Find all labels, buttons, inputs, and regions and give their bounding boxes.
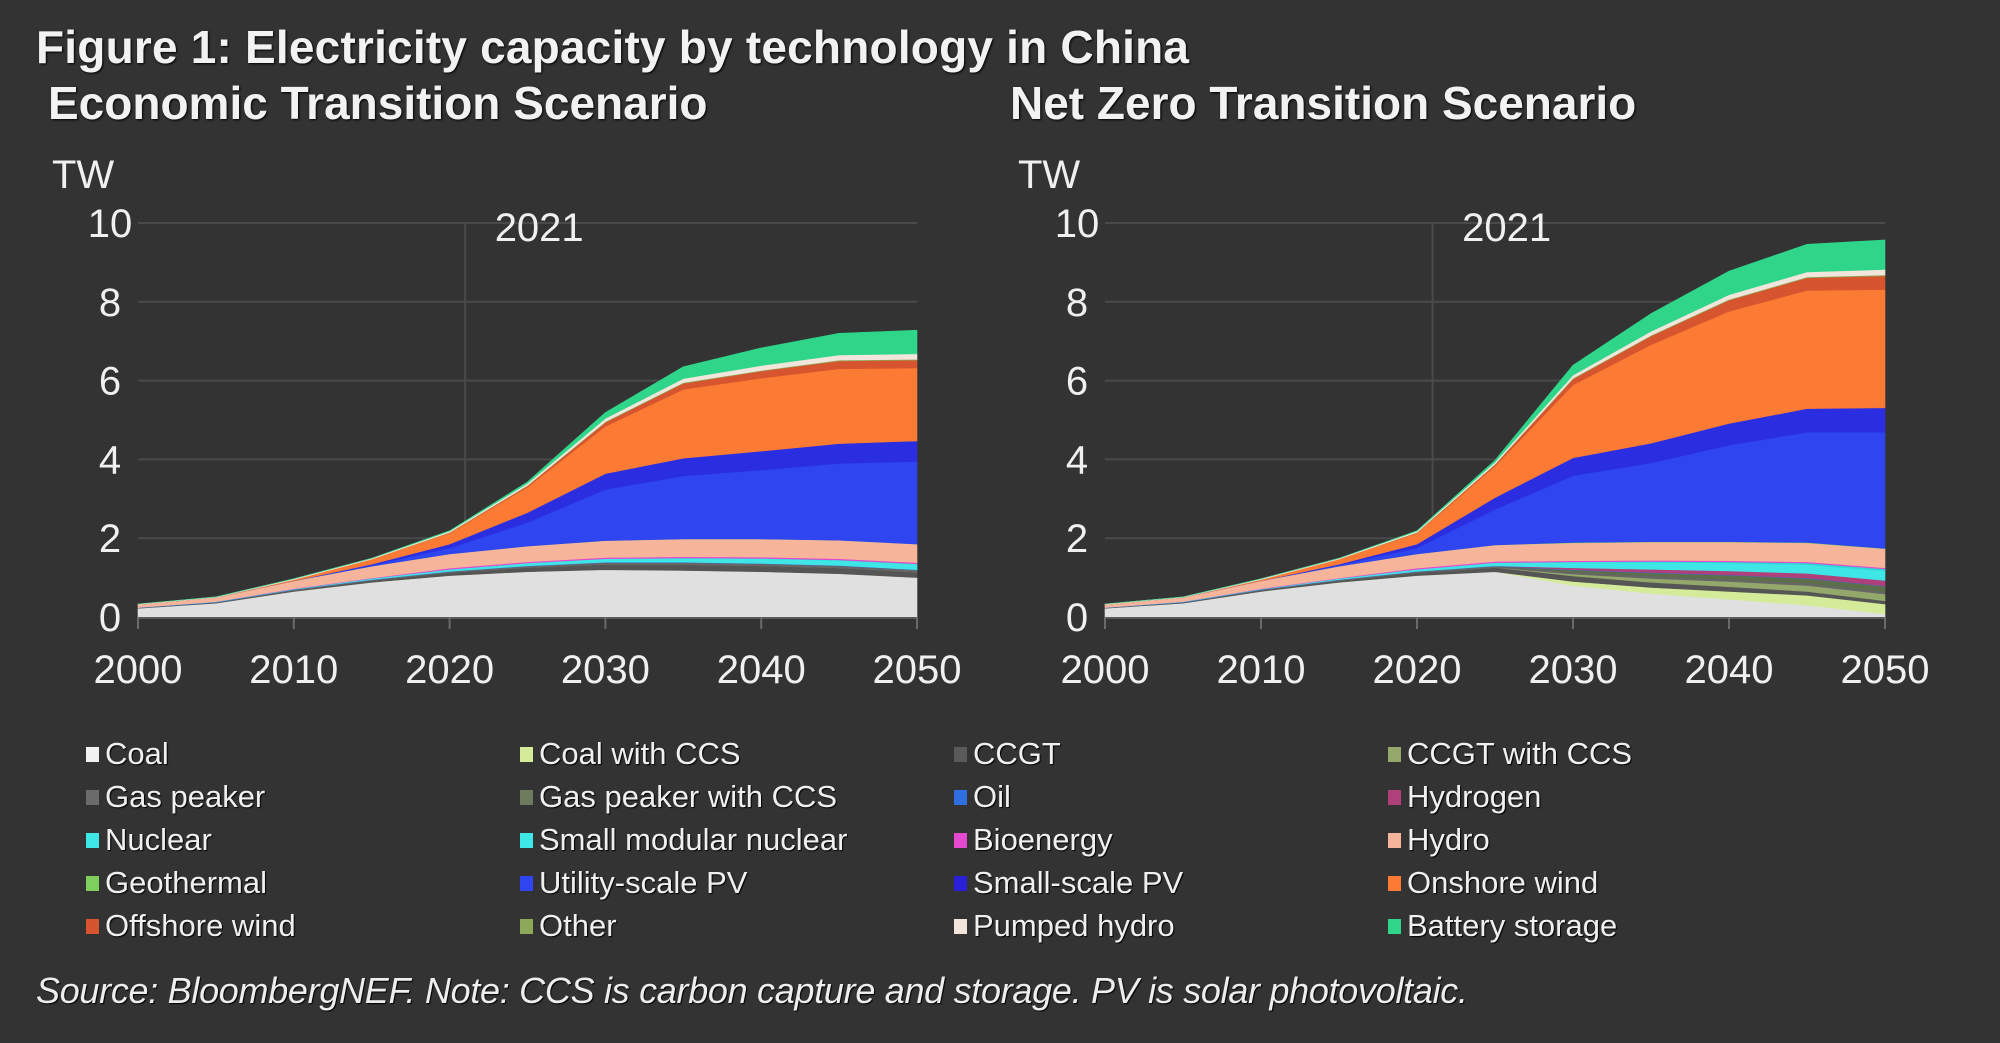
legend-swatch-icon (954, 875, 967, 891)
figure-title: Figure 1: Electricity capacity by techno… (36, 21, 1190, 73)
x-tick-label: 2020 (1373, 648, 1462, 692)
y-tick-label: 10 (88, 202, 133, 246)
y-tick-label: 8 (1066, 281, 1088, 325)
legend-swatch-icon (520, 832, 533, 848)
legend-swatch-icon (86, 789, 99, 805)
legend-item: Offshore wind (86, 908, 296, 944)
y-tick-label: 0 (99, 596, 121, 640)
legend-item: Hydrogen (1388, 779, 1541, 815)
legend-swatch-icon (1388, 832, 1401, 848)
legend-swatch-icon (520, 746, 533, 762)
y-tick-label: 2 (99, 517, 121, 561)
y-tick-label: 4 (1066, 438, 1088, 482)
y-tick-label: 0 (1066, 596, 1088, 640)
x-tick-label: 2030 (561, 648, 650, 692)
legend-label: Hydrogen (1407, 779, 1542, 814)
x-tick-label: 2010 (249, 648, 338, 692)
chart-title-net-zero: Net Zero Transition Scenario (1010, 77, 1637, 129)
legend-swatch-icon (1388, 746, 1401, 762)
legend-swatch-icon (954, 918, 967, 934)
legend-swatch-icon (520, 789, 533, 805)
legend-label: Utility-scale PV (539, 865, 748, 900)
legend-label: Bioenergy (973, 822, 1113, 857)
x-tick-label: 2000 (1061, 648, 1150, 692)
legend-item: Gas peaker (86, 779, 265, 815)
legend-label: CCGT (973, 736, 1061, 771)
chart-title-economic: Economic Transition Scenario (48, 77, 708, 129)
legend-item: Other (520, 908, 617, 944)
legend-swatch-icon (1388, 789, 1401, 805)
legend: Coal Coal with CCS CCGT CCGT with CCS Gas pe… (86, 736, 1786, 950)
year-marker-label: 2021 (1462, 206, 1551, 250)
legend-item: CCGT (954, 736, 1061, 772)
y-tick-label: 6 (99, 360, 121, 404)
legend-item: CCGT with CCS (1388, 736, 1632, 772)
y-tick-label: 8 (99, 281, 121, 325)
x-tick-label: 2050 (1841, 648, 1930, 692)
legend-label: Small modular nuclear (539, 822, 848, 857)
legend-item: Small modular nuclear (520, 822, 847, 858)
chart-economic-transition: 0 2 4 6 8 10 TW 2021 2000 2010 2020 2030 2040 2050 (52, 153, 961, 692)
legend-label: Nuclear (105, 822, 212, 857)
y-tick-label: 6 (1066, 360, 1088, 404)
legend-item: Hydro (1388, 822, 1490, 858)
legend-swatch-icon (86, 746, 99, 762)
legend-label: Oil (973, 779, 1011, 814)
legend-swatch-icon (954, 746, 967, 762)
area-battery-storage (1104, 239, 1886, 605)
y-axis-unit: TW (1018, 153, 1080, 197)
x-tick-label: 2000 (94, 648, 183, 692)
legend-label: Coal (105, 736, 169, 771)
legend-swatch-icon (520, 875, 533, 891)
x-tick-label: 2040 (1685, 648, 1774, 692)
legend-label: Battery storage (1407, 908, 1618, 943)
x-tick-label: 2040 (717, 648, 806, 692)
legend-label: Offshore wind (105, 908, 296, 943)
y-tick-label: 2 (1066, 517, 1088, 561)
legend-item: Coal (86, 736, 169, 772)
legend-label: Hydro (1407, 822, 1490, 857)
y-axis-unit: TW (52, 153, 114, 197)
x-tick-label: 2010 (1217, 648, 1306, 692)
legend-item: Utility-scale PV (520, 865, 747, 901)
x-tick-label: 2020 (405, 648, 494, 692)
year-marker-label: 2021 (495, 206, 584, 250)
y-tick-label: 10 (1055, 202, 1100, 246)
area-battery-storage (137, 329, 918, 605)
legend-item: Onshore wind (1388, 865, 1598, 901)
legend-swatch-icon (86, 918, 99, 934)
legend-swatch-icon (520, 918, 533, 934)
legend-item: Oil (954, 779, 1011, 815)
legend-label: Gas peaker (105, 779, 266, 814)
legend-swatch-icon (954, 832, 967, 848)
chart-net-zero-transition: 0 2 4 6 8 10 TW 2021 2000 2010 2020 2030 2040 2050 (1018, 153, 1929, 692)
legend-item: Pumped hydro (954, 908, 1175, 944)
x-tick-label: 2030 (1529, 648, 1618, 692)
legend-item: Gas peaker with CCS (520, 779, 837, 815)
y-tick-label: 4 (99, 438, 121, 482)
legend-label: Gas peaker with CCS (539, 779, 838, 814)
legend-label: Small-scale PV (973, 865, 1184, 900)
source-note: Source: BloombergNEF. Note: CCS is carbo… (36, 970, 1468, 1011)
legend-item: Bioenergy (954, 822, 1113, 858)
legend-item: Nuclear (86, 822, 212, 858)
legend-swatch-icon (86, 832, 99, 848)
legend-item: Geothermal (86, 865, 267, 901)
legend-label: Coal with CCS (539, 736, 741, 771)
charts-canvas: 0 2 4 6 8 10 TW 2021 2000 2010 2020 2030 2040 2050 0 2… (52, 153, 1929, 692)
legend-label: Pumped hydro (973, 908, 1175, 943)
legend-label: Other (539, 908, 617, 943)
legend-label: Geothermal (105, 865, 267, 900)
legend-item: Battery storage (1388, 908, 1617, 944)
legend-swatch-icon (1388, 875, 1401, 891)
legend-label: Onshore wind (1407, 865, 1599, 900)
legend-item: Small-scale PV (954, 865, 1183, 901)
legend-item: Coal with CCS (520, 736, 741, 772)
legend-swatch-icon (954, 789, 967, 805)
legend-label: CCGT with CCS (1407, 736, 1633, 771)
legend-swatch-icon (86, 875, 99, 891)
legend-swatch-icon (1388, 918, 1401, 934)
x-tick-label: 2050 (873, 648, 962, 692)
